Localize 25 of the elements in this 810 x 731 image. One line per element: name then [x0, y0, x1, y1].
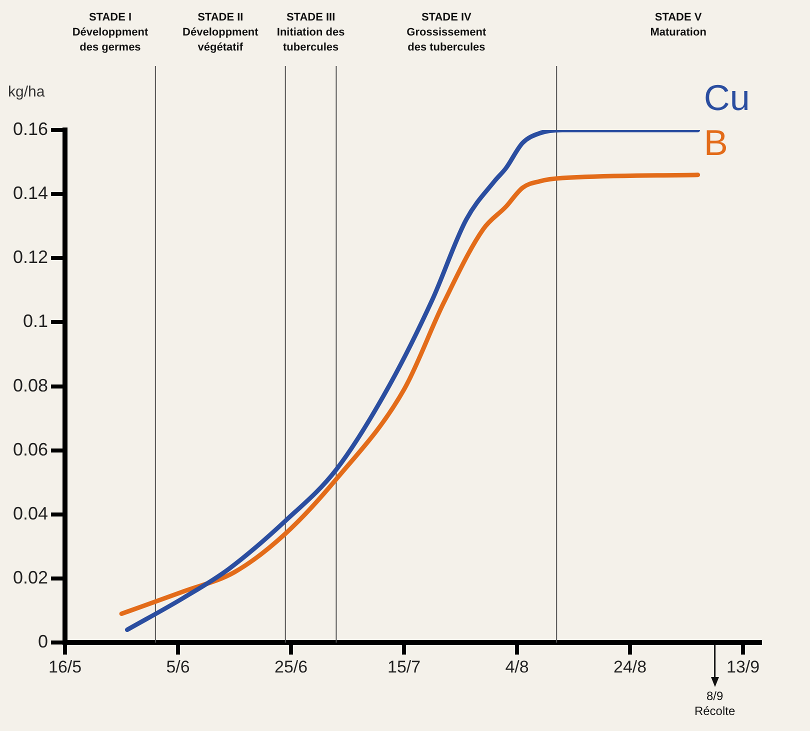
y-tick-label: 0.04	[12, 503, 48, 524]
y-tick-label: 0.1	[23, 311, 48, 332]
y-tick-label: 0.14	[12, 183, 48, 204]
x-tick-label: 16/5	[48, 657, 82, 676]
series-label: Cu	[704, 76, 750, 118]
y-tick-label: 0.08	[12, 375, 48, 396]
text: STADE II Développment végétatif	[182, 12, 259, 54]
y-tick-label: 0	[38, 632, 48, 652]
y-tick-label: 0.16	[12, 118, 48, 139]
y-tick-label: 0.12	[12, 247, 48, 268]
x-tick-label: 24/8	[614, 657, 647, 676]
y-tick-label: 0.06	[12, 439, 48, 460]
text: STADE IV Grossissement des tubercules	[406, 12, 486, 54]
ref-line-label: 8/9 Récolte	[694, 688, 736, 718]
x-tick-label: 13/9	[726, 657, 760, 676]
x-tick-label: 15/7	[387, 657, 421, 676]
y-tick-label: 0.02	[12, 567, 48, 588]
x-tick-label: 5/6	[166, 657, 190, 676]
series-label: B	[704, 122, 728, 163]
y-axis-title: kg/ha	[8, 84, 46, 101]
text: STADE V Maturation	[650, 12, 707, 39]
text: STADE I Développment des germes	[72, 12, 148, 54]
x-tick-label: 25/6	[274, 657, 308, 676]
text: STADE III Initiation des tubercules	[276, 12, 345, 54]
x-tick-label: 4/8	[505, 657, 529, 676]
